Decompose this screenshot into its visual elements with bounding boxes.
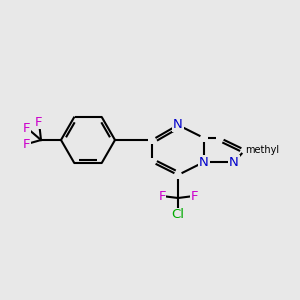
Text: N: N xyxy=(173,118,183,131)
Text: Cl: Cl xyxy=(172,208,184,221)
Text: F: F xyxy=(158,190,166,202)
Text: F: F xyxy=(23,137,31,151)
Text: N: N xyxy=(229,155,239,169)
Text: methyl: methyl xyxy=(245,145,279,155)
Text: F: F xyxy=(35,116,43,128)
Text: F: F xyxy=(23,122,31,134)
Text: N: N xyxy=(199,155,209,169)
Text: F: F xyxy=(190,190,198,202)
